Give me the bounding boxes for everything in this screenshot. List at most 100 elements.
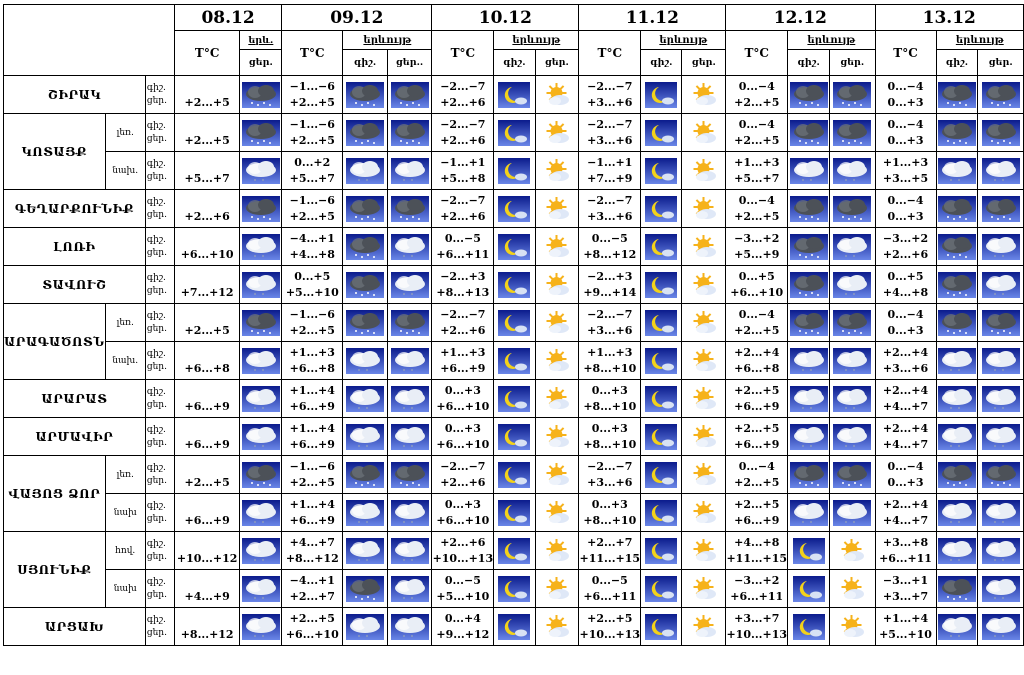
temperature-cell: −4...+1 +4...+8 [281, 227, 344, 266]
day-temp: +2...+5 [734, 209, 780, 223]
day-temp: +2...+5 [289, 95, 335, 109]
day-temp: +5...+9 [734, 247, 780, 261]
moon-cloud-icon [787, 607, 831, 646]
night-temp: +3...+7 [734, 611, 780, 625]
day-temp: +6...+10 [180, 247, 234, 261]
moon-cloud-icon [493, 417, 536, 456]
dark-snow-cloud-icon [977, 113, 1024, 152]
night-temp: −1...−6 [289, 79, 335, 93]
night-temp: −3...+2 [734, 231, 780, 245]
time-of-day-labels: գիշ. ցեր. [144, 417, 175, 456]
night-temp: −1...−6 [289, 459, 335, 473]
temperature-cell: −2...−7 +2...+6 [431, 113, 495, 152]
temp-label: T°C [431, 30, 495, 76]
region-row: ԿՈՏԱՅՔ լեռ. գիշ. ցեր. +2...+5 −1...−6 +2...+… [3, 113, 1024, 190]
snow-cloud-icon [977, 151, 1024, 190]
day-temp: +4...+9 [184, 589, 230, 603]
moon-cloud-icon [640, 113, 683, 152]
dark-snow-cloud-icon [829, 75, 876, 114]
snow-cloud-icon [342, 607, 388, 646]
temperature-cell: −2...−7 +2...+6 [431, 75, 495, 114]
region-name: ԳԵՂԱՐՔՈՒՆԻՔ [3, 189, 146, 228]
snow-cloud-icon [977, 379, 1024, 418]
snow-cloud-icon [342, 493, 388, 532]
snow-cloud-icon [239, 341, 283, 380]
date-1: 09.12 [281, 4, 433, 31]
sub-region: նախ [104, 493, 146, 532]
day-temp: +5...+7 [184, 171, 230, 185]
sub-region: լեռ. [104, 303, 146, 342]
night-temp: +1...+3 [289, 345, 335, 359]
day-label: ցեր. [146, 285, 167, 296]
day-label: ցեր. [146, 247, 167, 258]
snow-cloud-icon [829, 227, 876, 266]
temperature-cell: +6...+9 [173, 493, 241, 532]
night-temp [175, 573, 239, 589]
temperature-cell: −2...−7 +3...+6 [578, 75, 642, 114]
night-temp: −2...+3 [587, 269, 633, 283]
dark-snow-cloud-icon [977, 303, 1024, 342]
date-3: 11.12 [578, 4, 727, 31]
night-temp: 0...−4 [738, 459, 775, 473]
night-temp: −1...+1 [587, 155, 633, 169]
snow-cloud-icon [935, 341, 979, 380]
night-label: գիշ. [146, 196, 166, 207]
temperature-cell: −2...−7 +3...+6 [578, 189, 642, 228]
temperature-cell: 0...−5 +5...+10 [431, 569, 495, 608]
day-temp: +2...+5 [289, 323, 335, 337]
night-temp: 0...+3 [444, 421, 481, 435]
night-temp: −2...−7 [440, 193, 486, 207]
day-temp: +3...+6 [587, 323, 633, 337]
night-temp: −2...−7 [587, 79, 633, 93]
dark-snow-cloud-icon [829, 189, 876, 228]
temperature-cell: −1...+1 +7...+9 [578, 151, 642, 190]
temperature-cell: +1...+4 +6...+9 [281, 493, 344, 532]
region-row: նախ. գիշ. ցեր. +6...+8 +1...+3 +6...+8 +1..… [4, 341, 1024, 380]
snow-cloud-icon [829, 151, 876, 190]
sun-cloud-icon [534, 151, 580, 190]
moon-cloud-icon [493, 151, 536, 190]
temperature-cell: +4...+8 +11...+15 [725, 531, 789, 570]
sub-region: լեռ. [104, 113, 146, 152]
night-label: գիշ. [146, 158, 166, 169]
region-row: նախ գիշ. ցեր. +4...+9 −4...+1 +2...+7 0...−… [4, 569, 1024, 608]
night-temp [175, 497, 239, 513]
day-label: ցեր. [977, 49, 1024, 76]
temperature-cell: +2...+5 [173, 75, 241, 114]
sub-region: նախ. [104, 151, 146, 190]
night-temp: −2...−7 [440, 459, 486, 473]
snow-cloud-icon [829, 341, 876, 380]
sun-cloud-icon [681, 227, 727, 266]
snow-cloud-icon [239, 151, 283, 190]
temperature-cell: −2...−7 +3...+6 [578, 455, 642, 494]
day-temp: +5...+7 [289, 171, 335, 185]
day-temp: +4...+8 [289, 247, 335, 261]
sun-cloud-icon [534, 417, 580, 456]
night-temp: +1...+4 [882, 611, 929, 625]
weather-label: երևույթ [640, 30, 727, 50]
temperature-cell: 0...−4 +2...+5 [725, 113, 789, 152]
temp-label: T°C [874, 30, 937, 76]
snow-cloud-icon [386, 379, 433, 418]
day-temp: +6...+9 [289, 437, 335, 451]
night-temp: 0...+5 [887, 269, 924, 283]
weather-label: երևույթ [493, 30, 580, 50]
night-temp [175, 459, 239, 475]
temperature-cell: 0...+5 +5...+10 [281, 265, 344, 304]
temperature-cell: +2...+5 +6...+9 [725, 493, 789, 532]
moon-cloud-icon [493, 531, 536, 570]
day-temp: +6...+9 [440, 361, 486, 375]
day-temp: +11...+15 [579, 551, 641, 565]
day-temp: +2...+6 [440, 209, 486, 223]
temperature-cell: +5...+7 [173, 151, 241, 190]
day-temp: +5...+8 [440, 171, 486, 185]
night-temp: 0...+4 [444, 611, 481, 625]
temperature-cell: 0...+3 +6...+10 [431, 493, 495, 532]
region-name: ՇԻՐԱԿ [3, 75, 146, 114]
night-label: գիշ. [146, 272, 166, 283]
sub-region: նախ. [104, 341, 146, 380]
dark-snow-cloud-icon [342, 569, 388, 608]
temperature-cell: −2...−7 +3...+6 [578, 303, 642, 342]
temperature-cell: +1...+3 +6...+9 [431, 341, 495, 380]
night-temp: +2...+4 [882, 383, 929, 397]
